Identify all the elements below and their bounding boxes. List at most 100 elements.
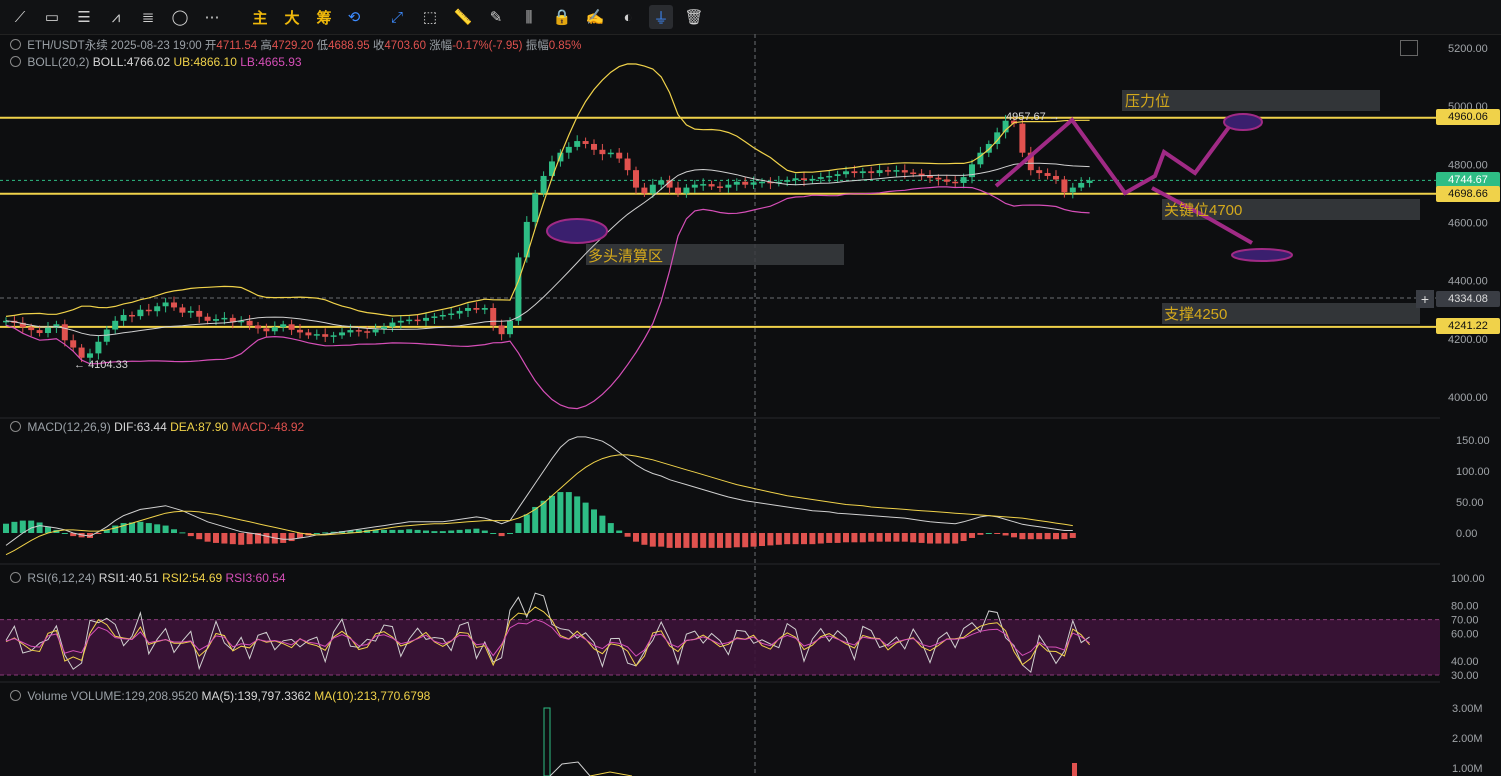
macd-histogram-bar (381, 529, 387, 533)
collapse-icon[interactable] (10, 56, 21, 67)
note-icon[interactable]: ✍ (585, 9, 605, 26)
candle-body (616, 152, 623, 159)
eraser-icon[interactable]: ◐ (623, 8, 633, 26)
rsi2: RSI2:54.69 (162, 571, 223, 585)
collapse-icon[interactable] (10, 572, 21, 583)
macd-histogram-bar (330, 531, 337, 533)
macd-tick-label: 0.00 (1456, 528, 1477, 540)
collapse-icon[interactable] (10, 421, 21, 432)
macd-histogram-bar (423, 530, 429, 533)
candle-body (935, 177, 942, 180)
wave-pattern-icon[interactable]: ⩘ (111, 8, 121, 26)
candle-body (28, 327, 35, 331)
pencil-icon[interactable]: ✎ (489, 9, 503, 26)
lock-icon[interactable]: 🔒 (552, 9, 572, 26)
boll-lb: LB:4665.93 (240, 55, 302, 69)
candle-body (439, 314, 446, 317)
macd-histogram-bar (103, 529, 110, 533)
volume-tick-label: 2.00M (1452, 733, 1483, 745)
rectangle-tool-icon[interactable]: ▭ (44, 9, 60, 26)
price-tick-label: 4400.00 (1448, 276, 1488, 288)
candle-body (1061, 179, 1068, 193)
low-label: 低 (316, 40, 329, 52)
magnet-icon[interactable]: ⟲ (347, 9, 361, 26)
macd-histogram-bar (1044, 533, 1051, 540)
crosshair-add-button[interactable]: + (1416, 290, 1434, 308)
macd-histogram-bar (666, 533, 673, 548)
parallel-lines-icon[interactable]: ☰ (77, 9, 91, 26)
candle-body (708, 184, 715, 187)
circle-tool-icon[interactable]: ◯ (171, 9, 189, 26)
more-tools-icon[interactable]: ⋯ (204, 9, 220, 26)
fib-lines-icon[interactable]: ≣ (141, 9, 155, 26)
macd-histogram-bar (910, 533, 917, 543)
candle-body (389, 322, 396, 327)
candle-body (95, 341, 102, 354)
boll-mid-line (5, 162, 1090, 337)
indicator-button-3[interactable]: 筹 (316, 9, 332, 27)
macd-histogram-bar (952, 533, 959, 544)
volume-spike-bar (543, 707, 551, 776)
candle-body (700, 184, 707, 186)
candle-body (717, 186, 723, 188)
candle-body (36, 330, 43, 334)
fullscreen-icon[interactable] (1400, 40, 1418, 56)
kline-chart[interactable]: 5200.005000.004800.004600.004400.004200.… (0, 34, 1501, 776)
rsi1: RSI1:40.51 (98, 571, 159, 585)
macd-histogram-bar (221, 533, 228, 544)
macd-histogram-bar (70, 533, 77, 537)
measure-icon[interactable]: ⤢ (390, 8, 403, 26)
candle-body (145, 309, 152, 312)
macd-histogram-bar (565, 492, 572, 533)
boll-tag: BOLL(20,2) (27, 55, 90, 69)
macd-histogram-bar (557, 492, 564, 533)
indicator-button-2[interactable]: 大 (284, 9, 300, 27)
candle-body (271, 327, 278, 332)
candle-body (960, 177, 967, 183)
trash-icon[interactable]: 🗑 (684, 9, 704, 26)
macd-histogram-bar (994, 533, 1001, 534)
candle-body (901, 170, 908, 173)
candle-body (397, 320, 404, 323)
indicator-button-1[interactable]: 主 (252, 9, 268, 27)
macd-histogram-bar (523, 514, 530, 533)
candle-body (792, 178, 799, 181)
macd-histogram-bar (431, 531, 438, 533)
line-tool-icon[interactable]: ⟋ (14, 8, 26, 26)
price-box-4698: 4698.66 (1436, 186, 1500, 202)
high-value: 4729.20 (271, 40, 314, 52)
select-icon[interactable]: ⬚ (422, 9, 438, 26)
macd-legend: MACD(12,26,9) DIF:63.44 DEA:87.90 MACD:-… (10, 420, 304, 434)
candle-body (666, 180, 673, 188)
candle-body (61, 324, 68, 341)
candle-body (540, 175, 547, 194)
change-label: 涨幅 (429, 40, 453, 52)
macd-histogram-bar (372, 529, 379, 533)
macd-histogram-bar (171, 529, 177, 533)
boll-mid: BOLL:4766.02 (92, 55, 171, 69)
macd-histogram-bar (61, 533, 68, 534)
macd-histogram-bar (1053, 533, 1059, 540)
price-tick-label: 4600.00 (1448, 218, 1488, 230)
candle-body (775, 181, 782, 184)
filter-icon[interactable]: ⏚ (649, 5, 673, 29)
macd-histogram-bar (532, 506, 539, 533)
macd-histogram-bar (490, 533, 497, 534)
volume-tag: Volume (27, 689, 68, 703)
collapse-icon[interactable] (10, 690, 21, 701)
forecast-path-down (1151, 186, 1253, 245)
macd-histogram-bar (280, 533, 287, 543)
collapse-icon[interactable] (10, 39, 21, 50)
candle-body (851, 171, 858, 174)
macd-histogram-bar (792, 533, 799, 545)
macd-histogram-bar (1069, 533, 1076, 538)
candle-settings-icon[interactable]: ⫼ (525, 8, 533, 26)
macd-value: MACD:-48.92 (231, 420, 305, 434)
macd-histogram-bar (137, 521, 144, 533)
macd-histogram-bar (204, 533, 211, 542)
ruler-icon[interactable]: 📏 (453, 9, 473, 26)
macd-histogram-bar (549, 495, 555, 533)
macd-histogram-bar (700, 533, 707, 548)
macd-histogram-bar (28, 520, 35, 533)
candle-body (641, 187, 648, 194)
